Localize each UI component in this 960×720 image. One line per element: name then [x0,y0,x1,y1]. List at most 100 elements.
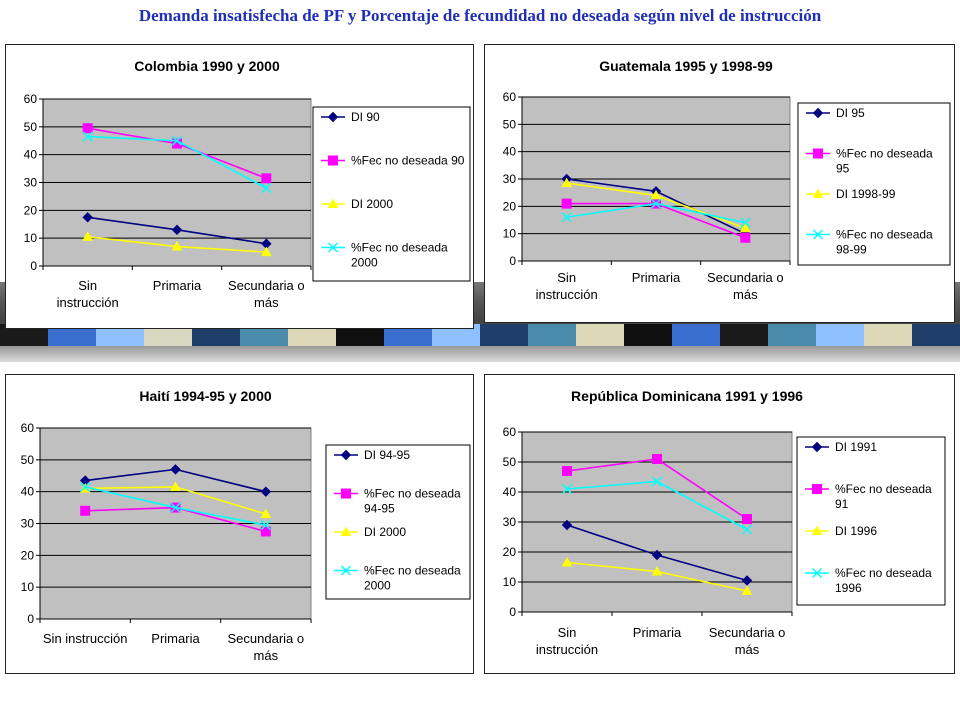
x-tick-label: Sin instrucción [57,278,119,310]
legend-marker [340,526,352,536]
y-tick-label: 60 [21,421,35,435]
strip-block [0,324,48,346]
chart-panel-republica-dominicana: República Dominicana 1991 y 1996 0 10 20 30 4… [484,374,955,674]
data-point [80,481,91,492]
legend-entry: DI 90 [321,110,380,124]
chart-panel-colombia: Colombia 1990 y 2000 0 10 20 30 40 50 60 Sin inst… [5,44,474,329]
y-tick-label: 20 [21,548,35,562]
x-tick-label: Sin instrucción [536,625,598,657]
x-tick-label: Sin instrucción [536,270,598,302]
legend-entry: %Fec no deseada 1996 [805,566,932,595]
series-3 [561,177,751,233]
data-point [82,123,93,134]
y-tick-label: 40 [24,148,38,162]
y-tick-label: 60 [503,90,517,104]
legend-label: DI 1996 [835,524,877,538]
y-tick-label: 40 [503,485,517,499]
data-point [260,520,271,531]
y-tick-label: 10 [24,231,38,245]
strip-block [192,324,240,346]
legend-marker [812,188,824,198]
data-point [82,131,93,142]
legend-entry: %Fec no deseada 90 [321,154,465,168]
data-point [82,231,94,241]
legend-label: DI 1991 [835,440,877,454]
data-point [652,454,662,464]
y-tick-label: 20 [503,199,517,213]
legend-entry: %Fec no deseada 2000 [321,241,448,270]
chart-panel-guatemala: Guatemala 1995 y 1998-99 0 10 20 30 40 50 60 Sin… [484,44,955,323]
strip-block [240,324,288,346]
legend-marker [813,148,823,159]
y-tick-label: 30 [21,517,35,531]
chart-svg-colombia: Colombia 1990 y 2000 0 10 20 30 40 50 60 Sin inst… [24,58,471,310]
data-point [561,519,573,531]
y-tick-label: 0 [27,612,34,626]
data-point [561,177,573,188]
chart-panel-haiti: Haití 1994-95 y 2000 0 10 20 30 40 50 60 Sin ins… [5,374,474,674]
legend-label: %Fec no deseada 90 [351,154,465,168]
chart-title: Colombia 1990 y 2000 [134,58,280,74]
data-point [261,183,272,194]
x-tick-label: Primaria [633,625,682,640]
legend-box [325,444,471,600]
strip-block [672,324,720,346]
strip-block [384,324,432,346]
decorative-color-strip [0,324,960,346]
legend-marker [340,565,352,576]
strip-block [528,324,576,346]
x-tick-label: Secundaria o más [228,631,305,663]
data-point [740,232,751,243]
data-point [170,481,181,491]
legend-marker [811,525,823,535]
strip-block [336,324,384,346]
series-4 [80,481,271,531]
chart-svg-republica-dominicana: República Dominicana 1991 y 1996 0 10 20 30 4… [503,388,946,657]
y-tick-label: 50 [503,455,517,469]
x-tick-label: Primaria [632,270,681,285]
data-point [650,198,662,209]
y-tick-label: 10 [503,575,517,589]
legend-marker [812,484,822,494]
legend-label: %Fec no deseada 2000 [351,241,448,270]
legend-box [312,106,471,282]
legend-entry: %Fec no deseada 2000 [334,564,461,593]
legend-marker [328,155,338,166]
legend-label: DI 90 [351,110,380,124]
data-point [170,464,181,475]
series-2 [562,454,752,524]
chart-svg-haiti: Haití 1994-95 y 2000 0 10 20 30 40 50 60 Sin ins… [21,388,471,663]
y-tick-label: 50 [21,453,35,467]
legend-label: DI 95 [836,106,865,120]
data-point [651,549,663,561]
y-tick-label: 0 [30,259,37,273]
y-tick-label: 40 [21,485,35,499]
legend-entry: DI 1996 [805,524,877,538]
data-point [561,483,573,495]
x-tick-label: Sin instrucción [43,631,128,646]
legend-entry: %Fec no deseada 95 [806,147,933,176]
data-point [650,189,662,200]
strip-block [144,324,192,346]
legend-entry: DI 1991 [805,440,877,454]
strip-block [624,324,672,346]
legend-entry: %Fec no deseada 98-99 [806,228,933,257]
y-tick-label: 20 [24,203,38,217]
legend-marker [812,107,824,119]
strip-block [48,324,96,346]
legend-marker [811,441,823,453]
strip-block [432,324,480,346]
legend-box [797,102,951,266]
x-tick-label: Secundaria o más [709,625,786,657]
y-tick-label: 0 [509,605,516,619]
legend-marker [812,229,824,240]
chart-title: República Dominicana 1991 y 1996 [571,388,803,404]
data-point [739,222,751,233]
data-point [82,212,93,223]
data-point [562,466,572,476]
legend-marker [327,111,339,123]
legend-entry: DI 2000 [334,525,406,539]
legend-entry: DI 94-95 [334,448,410,462]
y-tick-label: 20 [503,545,517,559]
legend-label: %Fec no deseada 94-95 [364,487,461,516]
